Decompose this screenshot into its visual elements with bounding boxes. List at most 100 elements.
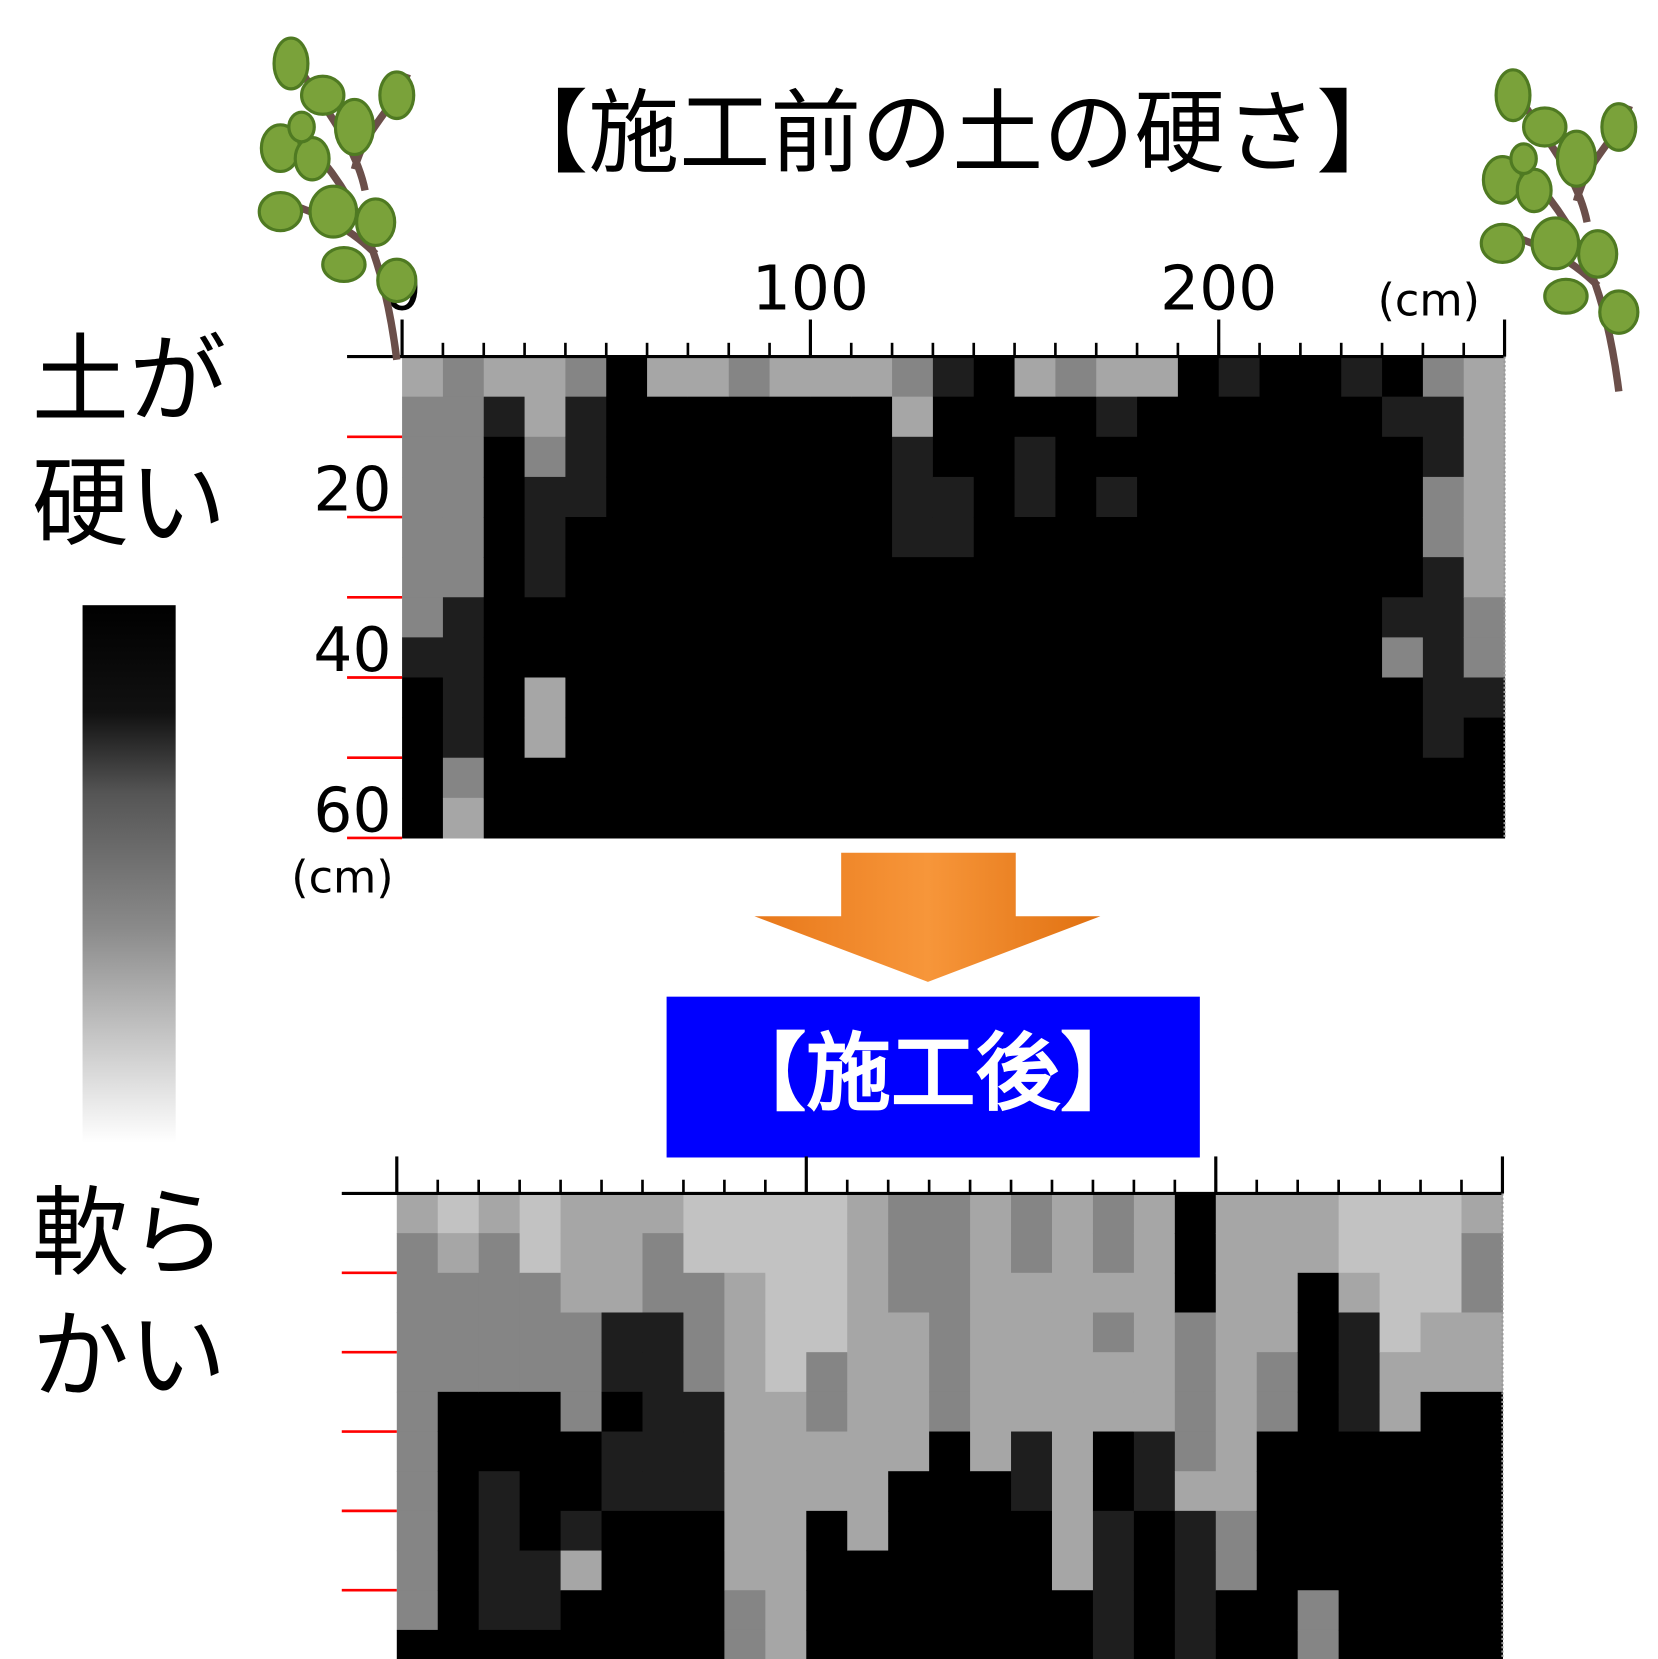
cell	[520, 1590, 561, 1630]
cell	[892, 477, 933, 518]
cell	[929, 1352, 970, 1392]
cell	[765, 1233, 806, 1273]
cell	[1298, 1193, 1339, 1233]
cell	[1052, 1511, 1093, 1551]
cell	[438, 1193, 479, 1233]
cell	[561, 1630, 602, 1659]
cell	[1015, 597, 1056, 638]
cell	[1015, 397, 1056, 438]
cell	[933, 397, 974, 438]
cell	[1382, 437, 1423, 478]
y-tick-label: 20	[313, 454, 391, 525]
cell	[1257, 1551, 1298, 1591]
cell	[847, 1352, 888, 1392]
cell	[1461, 1273, 1502, 1313]
cell	[1423, 557, 1464, 598]
cell	[438, 1273, 479, 1313]
cell	[565, 597, 606, 638]
cell	[1260, 477, 1301, 518]
cell	[1052, 1392, 1093, 1432]
cell	[765, 1590, 806, 1630]
cell	[1339, 1392, 1380, 1432]
cell	[974, 437, 1015, 478]
cell	[1300, 798, 1341, 839]
cell	[729, 557, 770, 598]
cell	[1219, 437, 1260, 478]
after-label: 【施工後】	[722, 1024, 1145, 1123]
cell	[1339, 1471, 1380, 1511]
y-tick-label: 60	[313, 775, 391, 846]
cell	[1298, 1233, 1339, 1273]
cell	[1015, 637, 1056, 678]
cell	[1341, 477, 1382, 518]
cell	[724, 1471, 765, 1511]
cell	[1257, 1590, 1298, 1630]
cell	[1216, 1511, 1257, 1551]
cell	[525, 637, 566, 678]
cell	[1380, 1471, 1421, 1511]
cell	[810, 597, 851, 638]
cell	[402, 517, 443, 558]
cell	[606, 798, 647, 839]
cell	[851, 477, 892, 518]
cell	[1137, 718, 1178, 759]
cell	[724, 1392, 765, 1432]
cell	[525, 718, 566, 759]
cell	[970, 1511, 1011, 1551]
cell	[479, 1352, 520, 1392]
cell	[1257, 1511, 1298, 1551]
cell	[847, 1432, 888, 1472]
cell	[1219, 637, 1260, 678]
cell	[851, 798, 892, 839]
cell	[806, 1273, 847, 1313]
cell	[806, 1233, 847, 1273]
cell	[520, 1273, 561, 1313]
cell	[1137, 517, 1178, 558]
cell	[688, 357, 729, 398]
cell	[402, 357, 443, 398]
cell	[561, 1432, 602, 1472]
cell	[438, 1551, 479, 1591]
cell	[1216, 1392, 1257, 1432]
cell	[520, 1432, 561, 1472]
cell	[1216, 1471, 1257, 1511]
cell	[1015, 557, 1056, 598]
cell	[561, 1511, 602, 1551]
cell	[929, 1630, 970, 1659]
cell	[397, 1630, 438, 1659]
cell	[1380, 1312, 1421, 1352]
cell	[1093, 1432, 1134, 1472]
cell	[888, 1352, 929, 1392]
cell	[484, 677, 525, 718]
cell	[1464, 798, 1505, 839]
cell	[765, 1471, 806, 1511]
cell	[561, 1551, 602, 1591]
cell	[770, 677, 811, 718]
cell	[642, 1273, 683, 1313]
cell	[479, 1193, 520, 1233]
legend-soft-1: 軟ら	[32, 1177, 227, 1290]
cell	[1178, 597, 1219, 638]
cell	[1341, 357, 1382, 398]
cell	[1052, 1193, 1093, 1233]
cell	[402, 798, 443, 839]
cell	[933, 477, 974, 518]
cell	[1219, 517, 1260, 558]
cell	[1423, 477, 1464, 518]
cell	[1341, 798, 1382, 839]
cell	[970, 1432, 1011, 1472]
cell	[1052, 1630, 1093, 1659]
cell	[888, 1551, 929, 1591]
cell	[974, 397, 1015, 438]
cell	[851, 718, 892, 759]
cell	[847, 1193, 888, 1233]
cell	[683, 1392, 724, 1432]
cell	[683, 1511, 724, 1551]
cell	[1461, 1432, 1502, 1472]
cell	[851, 437, 892, 478]
cell	[1257, 1233, 1298, 1273]
cell	[397, 1471, 438, 1511]
cell	[1461, 1312, 1502, 1352]
cell	[688, 798, 729, 839]
cell	[402, 637, 443, 678]
